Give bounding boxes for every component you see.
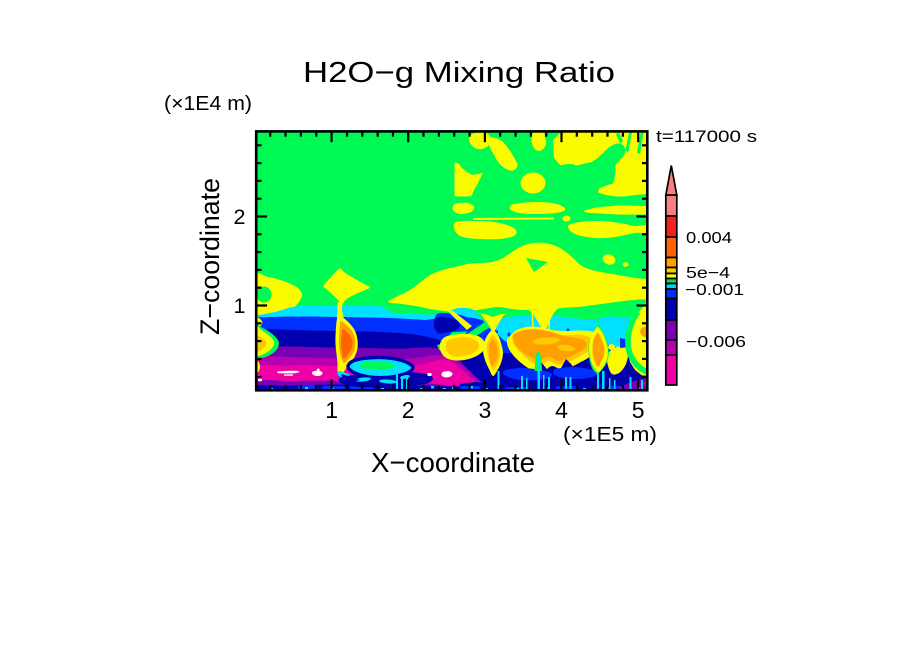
- svg-text:−0.001: −0.001: [685, 282, 744, 299]
- svg-text:2: 2: [402, 397, 415, 423]
- svg-text:1: 1: [325, 397, 338, 423]
- svg-text:−0.006: −0.006: [686, 334, 746, 351]
- svg-text:H2O−g Mixing Ratio: H2O−g Mixing Ratio: [303, 57, 615, 89]
- svg-text:(×1E5 m): (×1E5 m): [563, 424, 657, 446]
- svg-text:4: 4: [555, 397, 568, 423]
- svg-text:1: 1: [234, 294, 246, 318]
- svg-text:2: 2: [234, 205, 246, 229]
- svg-text:Z−coordinate: Z−coordinate: [195, 178, 225, 335]
- svg-text:0.004: 0.004: [686, 230, 732, 247]
- svg-text:5e−4: 5e−4: [686, 265, 730, 282]
- svg-text:5: 5: [632, 397, 645, 423]
- svg-text:X−coordinate: X−coordinate: [371, 447, 535, 478]
- svg-text:3: 3: [479, 397, 492, 423]
- svg-text:t=117000 s: t=117000 s: [656, 128, 757, 146]
- svg-text:(×1E4 m): (×1E4 m): [164, 93, 252, 115]
